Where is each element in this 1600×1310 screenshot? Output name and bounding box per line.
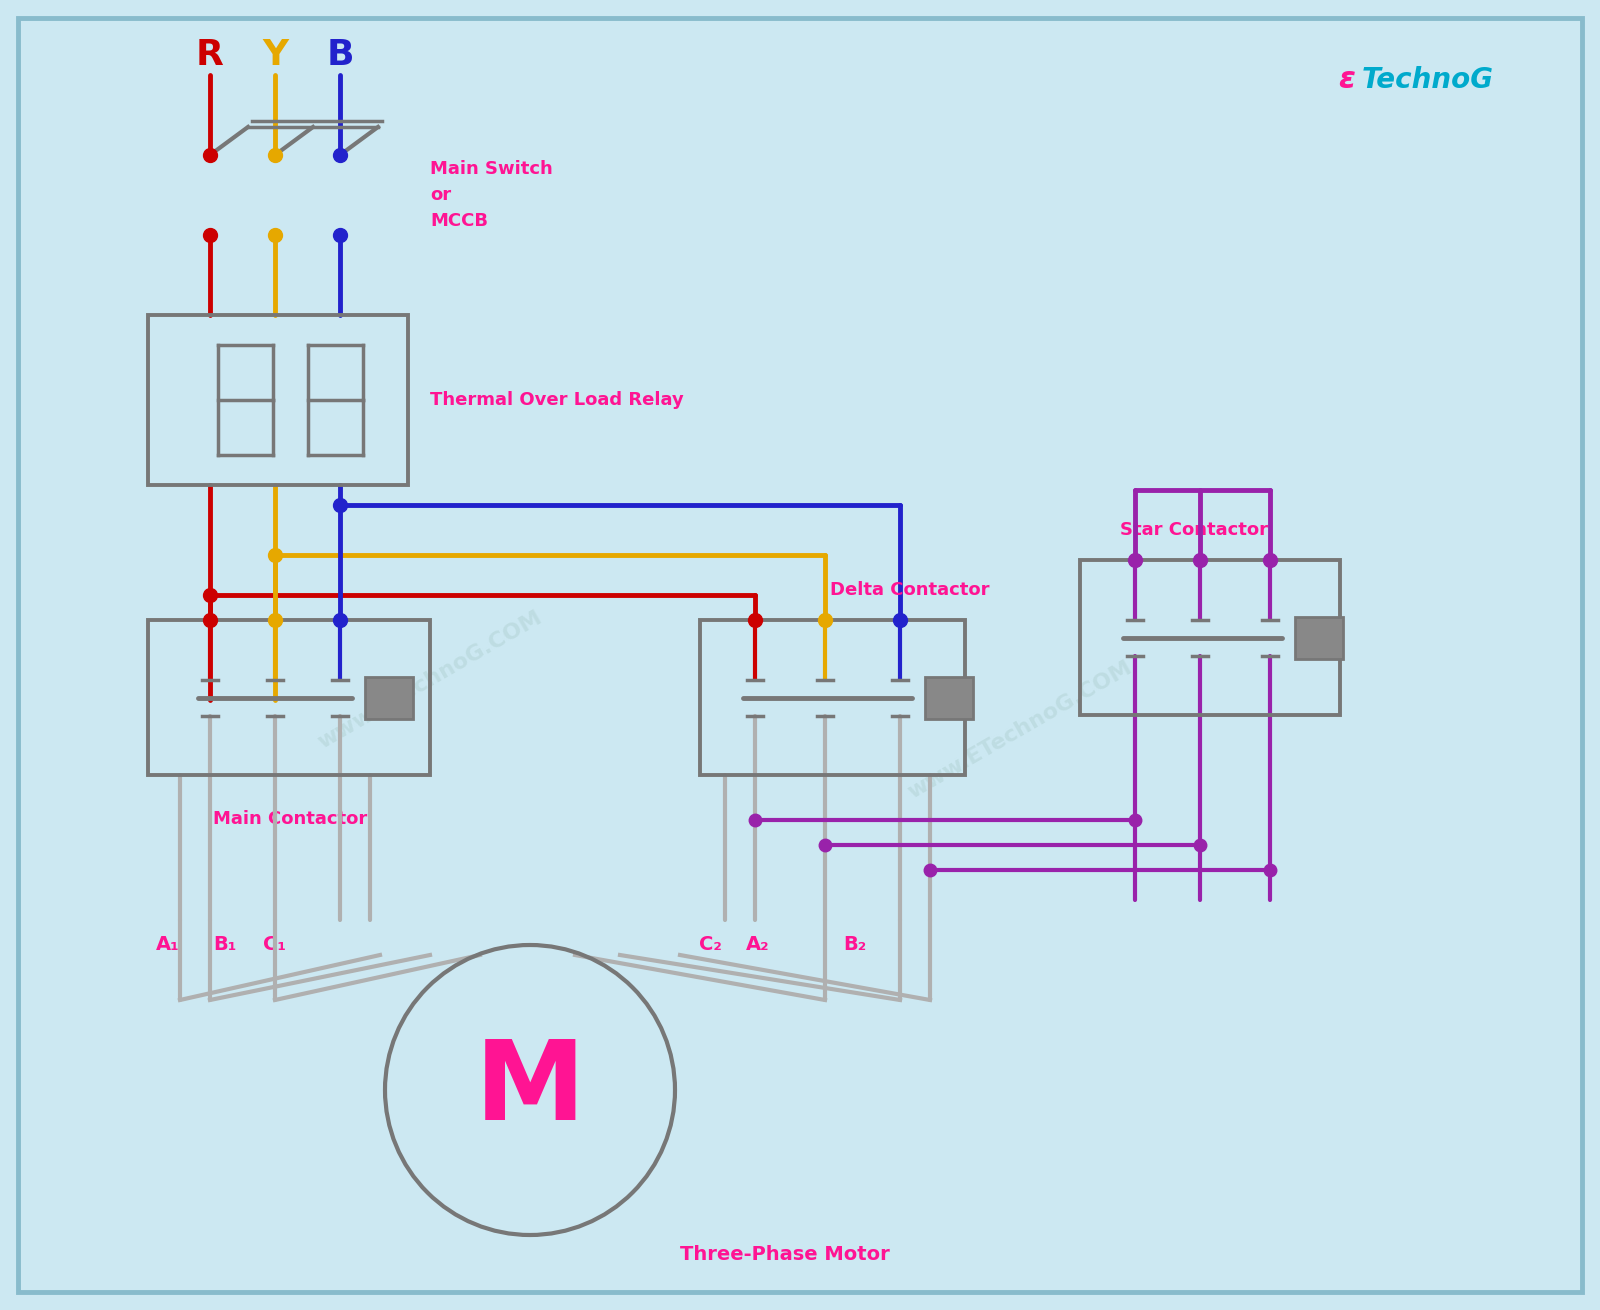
Bar — [147, 620, 430, 776]
Text: B₁: B₁ — [213, 935, 237, 954]
Bar — [147, 314, 408, 485]
Text: A₁: A₁ — [157, 935, 179, 954]
Text: Star Contactor: Star Contactor — [1120, 521, 1267, 538]
Bar — [925, 676, 973, 718]
Text: Delta Contactor: Delta Contactor — [830, 582, 989, 599]
Bar — [1294, 617, 1342, 659]
Text: www.ETechnoG.COM: www.ETechnoG.COM — [314, 608, 546, 752]
Text: ε: ε — [1338, 66, 1355, 94]
Text: TechnoG: TechnoG — [1362, 66, 1494, 94]
Text: C₂: C₂ — [699, 935, 722, 954]
Text: Y: Y — [262, 38, 288, 72]
Text: C₁: C₁ — [264, 935, 286, 954]
Text: R: R — [197, 38, 224, 72]
Text: Main Contactor: Main Contactor — [213, 810, 366, 828]
Bar — [365, 676, 413, 718]
Text: Thermal Over Load Relay: Thermal Over Load Relay — [430, 390, 683, 409]
Text: A₂: A₂ — [746, 935, 770, 954]
Text: Main Switch
or
MCCB: Main Switch or MCCB — [430, 160, 552, 231]
Text: B₂: B₂ — [843, 935, 867, 954]
Text: Three-Phase Motor: Three-Phase Motor — [680, 1244, 890, 1264]
Bar — [701, 620, 965, 776]
Text: www.ETechnoG.COM: www.ETechnoG.COM — [904, 658, 1136, 803]
Bar — [1080, 559, 1341, 715]
Text: B: B — [326, 38, 354, 72]
Text: M: M — [475, 1036, 586, 1144]
